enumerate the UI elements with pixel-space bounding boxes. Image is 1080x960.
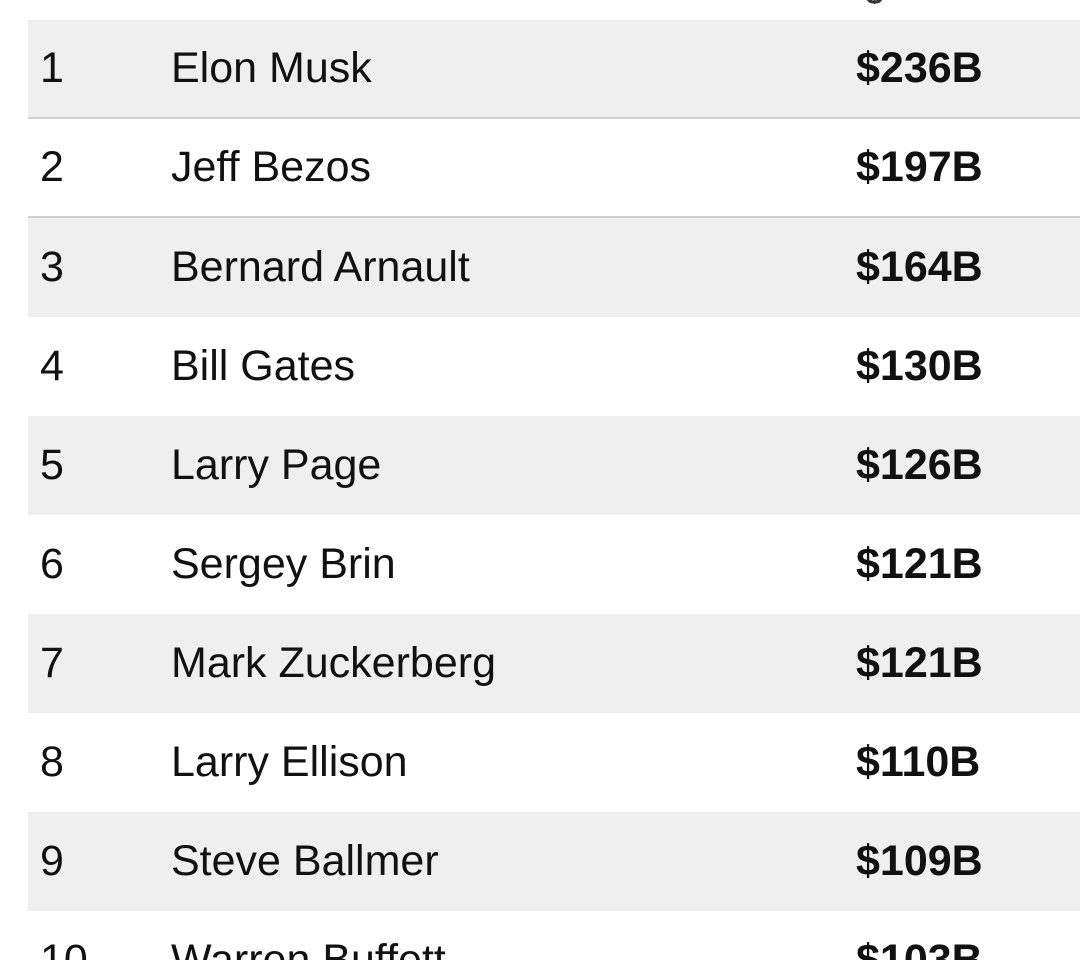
rank-cell: 2 — [40, 143, 64, 191]
name-cell: Warren Buffett — [171, 936, 446, 960]
net-worth-cell: $103B — [856, 936, 983, 960]
name-cell: Larry Page — [171, 441, 382, 489]
table-row: 5 Larry Page $126B — [28, 416, 1080, 515]
net-worth-cell: $130B — [856, 342, 983, 390]
rank-cell: 8 — [40, 738, 64, 786]
table-row: 2 Jeff Bezos $197B — [28, 119, 1080, 218]
rank-cell: 10 — [40, 936, 88, 960]
name-cell: Larry Ellison — [171, 738, 408, 786]
table-row: 7 Mark Zuckerberg $121B — [28, 614, 1080, 713]
table-row: 4 Bill Gates $130B — [28, 317, 1080, 416]
rank-cell: 9 — [40, 837, 64, 885]
name-cell: Sergey Brin — [171, 540, 396, 588]
net-worth-cell: $121B — [856, 540, 983, 588]
name-cell: Mark Zuckerberg — [171, 639, 496, 687]
net-worth-cell: $164B — [856, 243, 983, 291]
net-worth-cell: $121B — [856, 639, 983, 687]
table-row: 10 Warren Buffett $103B — [28, 911, 1080, 960]
name-cell: Jeff Bezos — [171, 143, 371, 191]
rank-cell: 5 — [40, 441, 64, 489]
rank-cell: 4 — [40, 342, 64, 390]
header-currency-fragment: $ — [866, 0, 884, 4]
net-worth-cell: $126B — [856, 441, 983, 489]
name-cell: Bernard Arnault — [171, 243, 470, 291]
table-row: 8 Larry Ellison $110B — [28, 713, 1080, 812]
net-worth-cell: $197B — [856, 143, 983, 191]
rank-cell: 3 — [40, 243, 64, 291]
name-cell: Elon Musk — [171, 44, 372, 92]
table-row: 6 Sergey Brin $121B — [28, 515, 1080, 614]
net-worth-cell: $236B — [856, 44, 983, 92]
rank-cell: 1 — [40, 44, 64, 92]
table-row: 1 Elon Musk $236B — [28, 20, 1080, 119]
table-row: 3 Bernard Arnault $164B — [28, 218, 1080, 317]
billionaires-table: 1 Elon Musk $236B 2 Jeff Bezos $197B 3 B… — [28, 20, 1080, 960]
rank-cell: 6 — [40, 540, 64, 588]
rank-cell: 7 — [40, 639, 64, 687]
net-worth-cell: $109B — [856, 837, 983, 885]
net-worth-cell: $110B — [856, 738, 981, 786]
table-row: 9 Steve Ballmer $109B — [28, 812, 1080, 911]
name-cell: Steve Ballmer — [171, 837, 439, 885]
name-cell: Bill Gates — [171, 342, 356, 390]
